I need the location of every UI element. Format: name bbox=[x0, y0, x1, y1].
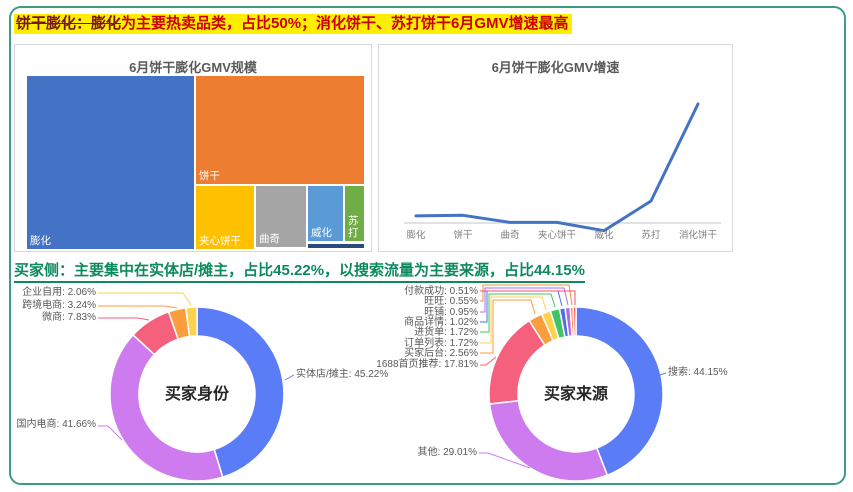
treemap-tile: 膨化 bbox=[27, 76, 194, 249]
treemap-tile: 威化 bbox=[308, 186, 343, 241]
gmv-growth-line-series bbox=[414, 102, 700, 233]
x-axis-tick-label: 膨化 bbox=[406, 229, 426, 241]
x-axis-tick-label: 苏打 bbox=[641, 229, 661, 241]
treemap-tile-label: 曲奇 bbox=[259, 233, 280, 245]
panel-gmv-scale: 6月饼干膨化GMV规模 膨化 饼干夹心饼干 曲奇 威化 苏打 bbox=[14, 44, 372, 252]
treemap-tile-label: 膨化 bbox=[30, 235, 51, 247]
treemap-chart: 膨化 饼干夹心饼干 曲奇 威化 苏打 bbox=[27, 76, 364, 249]
treemap-tile: 夹心饼干 bbox=[196, 186, 254, 249]
headline1-lead-text: 饼干膨化：膨化 bbox=[16, 15, 122, 32]
x-axis-tick-label: 消化饼干 bbox=[679, 229, 717, 241]
treemap-tile-label: 饼干 bbox=[199, 170, 220, 182]
x-axis-tick-label: 曲奇 bbox=[500, 229, 520, 241]
panel-gmv-growth: 6月饼干膨化GMV增速 膨化 饼干 曲奇 夹心饼干 威化 苏打 消化饼干 bbox=[378, 44, 733, 252]
headline-buyer-summary: 买家侧：主要集中在实体店/摊主，占比45.22%，以搜索流量为主要来源，占比44… bbox=[14, 261, 585, 283]
line-chart-title: 6月饼干膨化GMV增速 bbox=[491, 60, 620, 75]
treemap-tile bbox=[308, 244, 364, 248]
headline1-rest-text: 为主要热卖品类，占比50%；消化饼干、苏打饼干6月GMV增速最高 bbox=[121, 15, 569, 32]
x-axis-tick-label: 威化 bbox=[594, 229, 614, 241]
x-axis-tick-label: 夹心饼干 bbox=[538, 229, 576, 241]
treemap-tile: 饼干 bbox=[196, 76, 364, 184]
treemap-tile: 苏打 bbox=[345, 186, 364, 241]
treemap-tile: 曲奇 bbox=[256, 186, 306, 247]
line-chart: 膨化 饼干 曲奇 夹心饼干 威化 苏打 消化饼干 bbox=[404, 102, 721, 241]
treemap-tile-label: 苏打 bbox=[348, 215, 359, 239]
headline-biscuit-summary: 饼干膨化：膨化为主要热卖品类，占比50%；消化饼干、苏打饼干6月GMV增速最高 bbox=[14, 14, 572, 34]
x-axis-tick-label: 饼干 bbox=[453, 229, 472, 241]
treemap-title: 6月饼干膨化GMV规模 bbox=[129, 60, 257, 75]
treemap-tile-label: 夹心饼干 bbox=[199, 235, 241, 247]
treemap-tile-label: 威化 bbox=[311, 227, 332, 239]
